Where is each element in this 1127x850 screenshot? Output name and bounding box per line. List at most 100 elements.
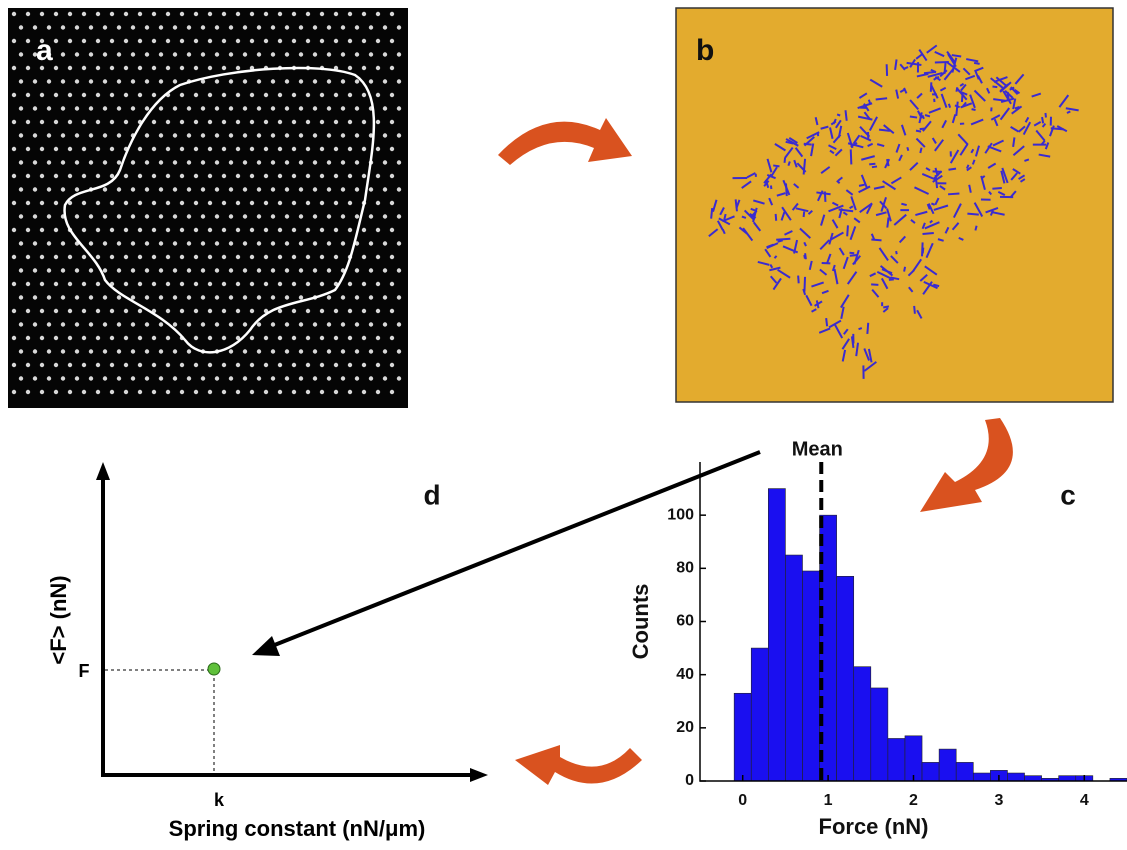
vector [770,166,778,178]
bar [921,762,940,782]
atom [354,268,360,273]
atom [165,308,171,314]
atom [137,227,143,233]
vector [916,92,923,99]
atom [389,335,395,341]
vector [846,225,849,237]
force-map [675,7,1114,403]
atom [361,65,367,71]
atom [60,133,66,138]
atom [312,79,318,84]
atom [151,335,157,341]
atom [74,25,80,30]
atom [11,281,17,287]
x-tick-label: 3 [994,792,1003,809]
vector [915,53,924,60]
atom [249,11,255,17]
atom [235,146,241,152]
atom [277,119,283,125]
vector [1056,125,1068,133]
atom [39,200,45,206]
vector [1044,112,1047,118]
atom [284,187,290,192]
vector [943,62,947,75]
vector [850,336,855,349]
atom [130,376,136,381]
atom [214,133,220,138]
vector [966,58,979,63]
atom [102,79,108,84]
atom [151,200,157,206]
atom [186,268,192,273]
atom [95,362,101,368]
atom [361,119,367,125]
vector [741,180,752,189]
atom [137,65,143,71]
atom [88,160,94,165]
atom [53,200,59,206]
vector [766,158,773,173]
atom [172,25,178,30]
vector [873,185,885,190]
atom [256,79,262,84]
atom [186,133,192,138]
micrograph [8,8,408,408]
atom [60,241,66,246]
atom [305,173,311,179]
vector [971,108,976,111]
panel-label: c [1060,479,1076,510]
atom [347,173,353,179]
atom [326,133,332,138]
atom [60,79,66,84]
atom [102,322,108,327]
atom [284,322,290,327]
atom [249,200,255,206]
atom [291,227,297,233]
vector [944,226,950,234]
vector [959,82,965,87]
histogram: 0 20 40 60 80 100 0 1 2 3 4 Mean Force (nN) Counts [628,438,1127,839]
atom [186,322,192,327]
atom [179,254,185,260]
atom [207,308,213,314]
atom [116,133,122,138]
atom [32,79,38,84]
atom [214,187,220,192]
vector [807,209,813,215]
atom [326,79,332,84]
vector [941,119,948,129]
atom [270,106,276,111]
atom [333,38,339,44]
vector [861,155,875,161]
atom [39,65,45,71]
vector [988,191,993,196]
atom [228,241,234,246]
atom [179,281,185,287]
atom [158,106,164,111]
vector [870,233,876,241]
vector [784,230,793,236]
atom [130,349,136,354]
atom [340,25,346,30]
atom [109,308,115,314]
atom [193,38,199,44]
atom [214,241,220,246]
atom [200,79,206,84]
vector [849,254,858,257]
vector [1012,137,1016,148]
atom [284,79,290,84]
vector [799,227,812,239]
atom [53,92,59,98]
atom [32,106,38,111]
vector [859,202,873,213]
atom [81,11,87,17]
atom [11,200,17,206]
atom [53,227,59,233]
atom [312,322,318,327]
vector [922,281,933,295]
atom [284,295,290,300]
atom [172,160,178,165]
vector [846,132,854,149]
atom [18,25,24,30]
vector [794,147,804,158]
